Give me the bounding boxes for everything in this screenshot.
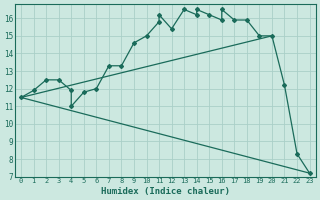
X-axis label: Humidex (Indice chaleur): Humidex (Indice chaleur) [101, 187, 230, 196]
